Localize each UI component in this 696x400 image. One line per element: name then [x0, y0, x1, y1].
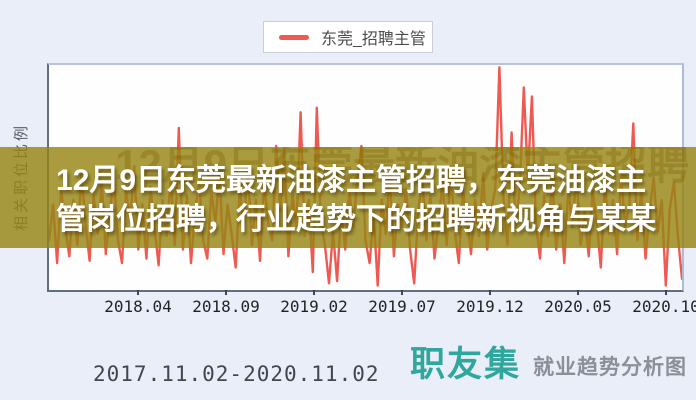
x-tick-label: 2019.07	[368, 297, 436, 316]
headline-overlay-band: 12月9日东莞最新油漆主管招聘 12月9日东莞最新油漆主管招聘，东莞油漆主 管岗…	[0, 147, 696, 248]
headline-line-1: 12月9日东莞最新油漆主管招聘，东莞油漆主	[56, 164, 647, 197]
x-tick	[577, 290, 579, 295]
jobui-logo: 职友集	[410, 345, 522, 384]
x-tick	[665, 290, 667, 295]
x-tick-label: 2019.02	[280, 297, 348, 316]
chart-legend: 东莞_招聘主管	[263, 21, 433, 53]
legend-line-swatch	[279, 34, 309, 40]
date-range-label: 2017.11.02-2020.11.02	[93, 362, 380, 386]
x-tick	[225, 290, 227, 295]
x-tick-label: 2020.10	[632, 297, 696, 316]
x-tick-label: 2018.09	[192, 297, 260, 316]
ghost-watermark-text: 12月9日东莞最新油漆主管招聘	[115, 147, 690, 188]
x-tick	[489, 290, 491, 295]
x-tick-label: 2018.04	[104, 297, 172, 316]
x-tick	[137, 290, 139, 295]
logo-subtitle: 就业趋势分析图	[533, 356, 688, 379]
x-tick	[313, 290, 315, 295]
x-tick-label: 2019.12	[456, 297, 524, 316]
x-tick-label: 2020.05	[544, 297, 612, 316]
x-tick	[401, 290, 403, 295]
headline-line-2: 管岗位招聘，行业趋势下的招聘新视角与某某	[56, 203, 656, 236]
site-logo-group: 职友集 就业趋势分析图	[410, 344, 687, 386]
legend-series-label: 东莞_招聘主管	[321, 31, 426, 48]
